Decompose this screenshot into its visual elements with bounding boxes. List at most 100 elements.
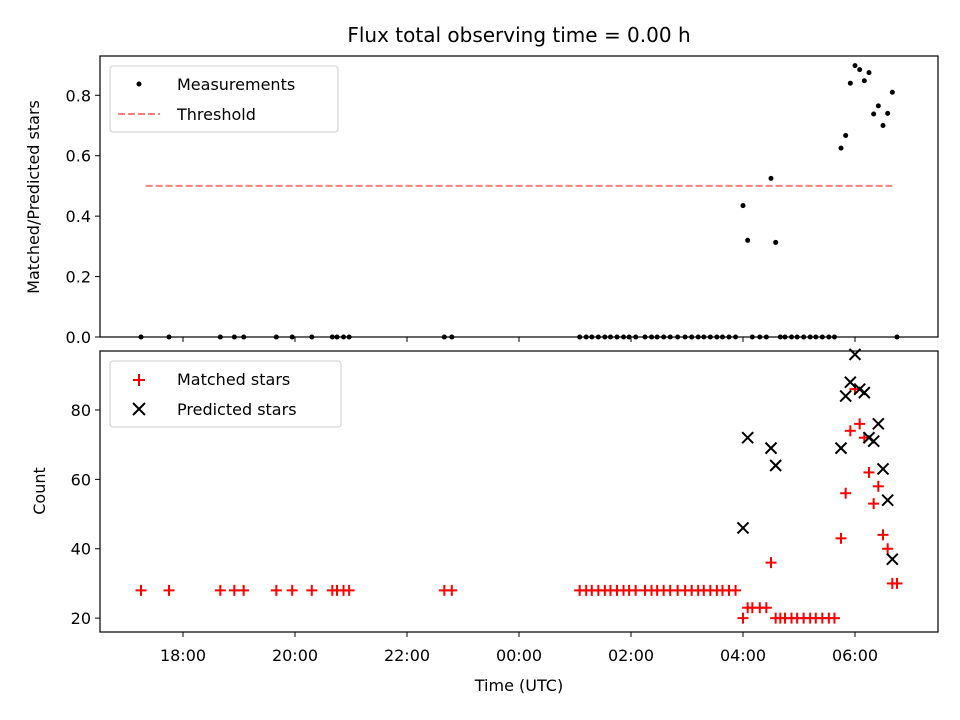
predicted-star-d2	[867, 434, 880, 448]
predicted-star-point	[872, 417, 885, 431]
matched-star-point	[630, 584, 642, 596]
matched-star-point	[863, 466, 875, 478]
bottom-legend-box	[109, 360, 342, 428]
predicted-star-point	[741, 431, 754, 444]
top-panel: 0.00.20.40.60.8 Matched/Predicted stars …	[24, 55, 939, 347]
measurement-point	[847, 80, 853, 86]
predicted-star-point	[844, 376, 857, 389]
bottom-y-tick-label: 80	[71, 401, 91, 420]
measurement-point	[861, 78, 867, 84]
bottom-panel: 20 40 60 80 18:00 20:00 22:00 00:00 02:00 04:00 0…	[30, 348, 939, 695]
matched-star-point	[828, 612, 840, 624]
legend-predicted-marker	[132, 402, 146, 416]
matched-star-point	[730, 584, 742, 596]
measurement-point	[740, 203, 746, 209]
matched-star-point	[286, 584, 298, 596]
bottom-x-tick-label: 06:00	[832, 646, 878, 665]
predicted-star-d2	[839, 389, 852, 403]
matched-star-point	[844, 425, 856, 437]
bottom-legend: Matched stars Predicted stars	[109, 360, 342, 428]
matched-star-point	[238, 584, 250, 596]
matched-star-point	[228, 584, 240, 596]
predicted-star-d2	[736, 521, 750, 535]
bottom-x-tick-label: 04:00	[720, 646, 766, 665]
bottom-x-tick-label: 02:00	[608, 646, 654, 665]
matched-star-point	[306, 584, 318, 596]
bottom-x-tick-label: 00:00	[496, 646, 542, 665]
top-x-ticks	[182, 337, 856, 342]
predicted-star-d2	[844, 376, 857, 389]
top-legend-box	[109, 65, 339, 133]
matched-star-point	[446, 584, 458, 596]
matched-star-point	[882, 543, 894, 555]
top-y-tick-label: 0.8	[66, 86, 91, 105]
predicted-star-point	[886, 552, 899, 566]
predicted-star-point	[769, 459, 782, 472]
measurement-point	[885, 110, 891, 116]
matched-star-point	[765, 557, 777, 569]
predicted-star-point	[839, 389, 852, 403]
matched-star-point	[760, 602, 772, 614]
bottom-y-tick-label: 20	[71, 609, 91, 628]
matched-star-point	[854, 418, 866, 430]
matched-star-point	[343, 584, 355, 596]
predicted-star-d2	[872, 417, 885, 431]
bottom-y-ticks: 20 40 60 80	[71, 401, 100, 628]
top-y-tick-label: 0.0	[66, 328, 91, 347]
top-y-ticks: 0.0 0.2 0.4 0.6 0.8	[66, 86, 100, 347]
predicted-star-d2	[881, 493, 894, 507]
bottom-y-axis-label: Count	[30, 467, 49, 515]
matched-star-point	[868, 498, 880, 510]
bottom-x-ticks: 18:00 20:00 22:00 00:00 02:00 04:00 06:00	[160, 632, 878, 665]
measurement-point	[745, 237, 751, 243]
predicted-star-d2	[764, 441, 778, 455]
legend-matched-label: Matched stars	[177, 370, 290, 389]
matched-star-point	[891, 577, 903, 589]
measurement-point	[852, 63, 858, 69]
legend-measurements-label: Measurements	[177, 75, 295, 94]
predicted-star-d2	[834, 441, 848, 455]
bottom-x-tick-label: 22:00	[384, 646, 430, 665]
chart-title: Flux total observing time = 0.00 h	[347, 23, 690, 47]
measurement-point	[857, 67, 863, 73]
bottom-y-tick-label: 40	[71, 540, 91, 559]
matched-star-point	[877, 529, 889, 541]
bottom-x-axis-label: Time (UTC)	[474, 676, 563, 695]
matched-star-point	[872, 480, 884, 492]
predicted-star-point	[764, 441, 778, 455]
matched-star-point	[214, 584, 226, 596]
bottom-marks	[135, 348, 903, 624]
predicted-star-d2	[741, 431, 754, 444]
predicted-star-point	[736, 521, 750, 535]
measurement-point	[768, 175, 774, 181]
predicted-star-d2	[769, 459, 782, 472]
matched-star-point	[737, 612, 749, 624]
bottom-x-tick-label: 18:00	[160, 646, 206, 665]
legend-measurements-marker	[136, 81, 142, 87]
legend-threshold-label: Threshold	[176, 105, 256, 124]
top-legend: Measurements Threshold	[109, 65, 339, 133]
matched-star-point	[840, 487, 852, 499]
legend-predicted-label: Predicted stars	[177, 400, 297, 419]
measurement-point	[875, 103, 881, 109]
matched-star-point	[270, 584, 282, 596]
matched-star-point	[135, 584, 147, 596]
measurement-point	[866, 70, 872, 76]
predicted-star-d2	[876, 462, 890, 476]
top-y-tick-label: 0.6	[66, 147, 91, 166]
measurement-point	[773, 239, 779, 245]
predicted-star-point	[876, 462, 890, 476]
measurement-point	[880, 122, 886, 128]
measurement-point	[889, 89, 895, 95]
predicted-star-point	[867, 434, 880, 448]
predicted-star-d2	[858, 386, 871, 399]
predicted-star-d2	[886, 552, 899, 566]
measurement-point	[871, 111, 877, 117]
measurement-point	[838, 145, 844, 151]
predicted-star-point	[881, 493, 894, 507]
top-y-tick-label: 0.4	[66, 207, 91, 226]
predicted-star-point	[858, 386, 871, 399]
bottom-x-tick-label: 20:00	[272, 646, 318, 665]
top-y-axis-label: Matched/Predicted stars	[24, 100, 43, 294]
